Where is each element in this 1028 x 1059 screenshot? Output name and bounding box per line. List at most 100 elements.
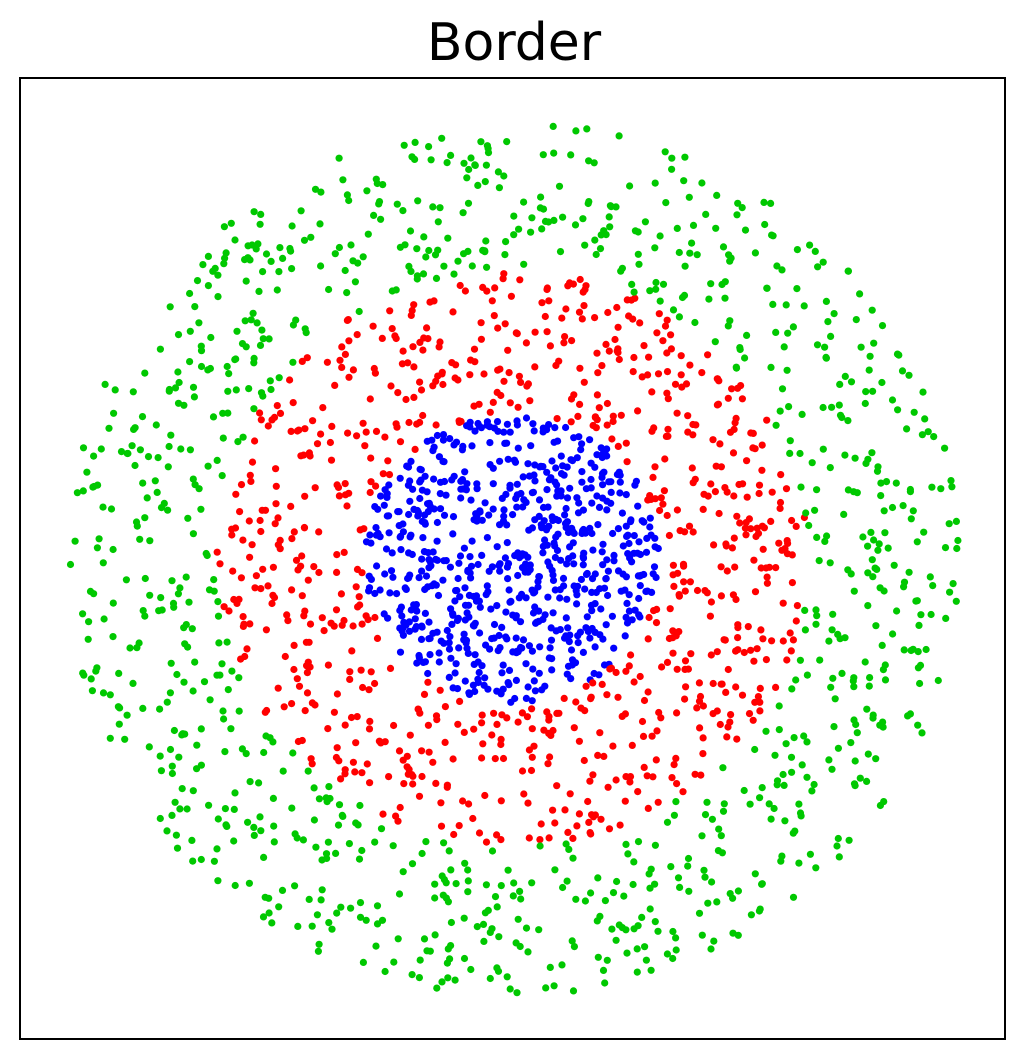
scatter-point xyxy=(570,560,578,568)
scatter-point xyxy=(481,247,489,255)
scatter-point xyxy=(289,358,297,366)
scatter-point xyxy=(355,307,363,316)
scatter-point xyxy=(801,626,810,634)
scatter-point xyxy=(343,502,351,510)
scatter-point xyxy=(651,179,659,187)
scatter-point xyxy=(893,607,901,615)
scatter-point xyxy=(330,708,338,716)
scatter-point xyxy=(844,267,852,275)
scatter-point xyxy=(953,544,961,553)
scatter-point xyxy=(250,405,258,413)
scatter-point xyxy=(259,335,267,343)
scatter-point xyxy=(259,268,267,276)
scatter-point xyxy=(888,396,897,404)
scatter-point xyxy=(512,494,520,503)
scatter-point xyxy=(604,783,612,791)
scatter-point xyxy=(916,679,924,688)
scatter-point xyxy=(621,710,630,718)
scatter-point xyxy=(669,561,678,569)
scatter-point xyxy=(672,946,680,954)
scatter-point xyxy=(420,935,429,943)
scatter-point xyxy=(386,307,394,315)
scatter-point xyxy=(622,491,630,499)
scatter-point xyxy=(500,428,508,436)
scatter-point xyxy=(776,498,785,507)
scatter-point xyxy=(775,539,783,547)
scatter-point xyxy=(827,683,835,691)
scatter-point xyxy=(467,356,475,364)
scatter-point xyxy=(195,319,203,327)
scatter-point xyxy=(563,595,571,603)
scatter-point xyxy=(220,715,228,723)
scatter-point xyxy=(834,630,842,639)
scatter-point xyxy=(566,790,574,798)
scatter-point xyxy=(518,644,526,652)
scatter-point xyxy=(699,505,707,513)
scatter-point xyxy=(781,545,789,553)
scatter-point xyxy=(311,484,319,492)
scatter-point xyxy=(615,132,623,140)
scatter-point xyxy=(197,725,205,733)
scatter-point xyxy=(398,612,406,620)
scatter-point xyxy=(942,614,950,623)
scatter-point xyxy=(745,710,754,718)
scatter-point xyxy=(500,377,508,385)
scatter-point xyxy=(164,506,172,514)
scatter-point xyxy=(236,508,244,516)
scatter-point xyxy=(572,698,580,706)
scatter-point xyxy=(261,708,269,716)
scatter-point xyxy=(524,799,532,807)
scatter-point xyxy=(586,436,594,444)
scatter-point xyxy=(410,301,418,309)
scatter-point xyxy=(410,393,418,401)
scatter-point xyxy=(93,664,101,672)
scatter-point xyxy=(275,903,283,911)
scatter-point xyxy=(720,800,728,808)
scatter-point xyxy=(543,468,551,476)
scatter-point xyxy=(385,529,393,537)
scatter-point xyxy=(446,633,454,641)
scatter-point xyxy=(561,511,569,519)
scatter-point xyxy=(455,822,463,830)
scatter-point xyxy=(415,654,423,662)
scatter-point xyxy=(622,840,630,849)
scatter-point xyxy=(699,750,707,758)
scatter-point xyxy=(613,303,621,312)
scatter-point xyxy=(471,427,479,435)
scatter-point xyxy=(693,251,701,259)
scatter-point xyxy=(757,626,765,634)
scatter-point xyxy=(423,324,431,332)
scatter-point xyxy=(628,616,636,624)
scatter-point xyxy=(356,913,365,921)
scatter-point xyxy=(115,669,123,678)
scatter-point xyxy=(921,415,929,423)
scatter-point xyxy=(355,855,364,863)
scatter-point xyxy=(313,440,322,448)
scatter-point xyxy=(432,779,440,788)
scatter-point xyxy=(868,556,876,564)
scatter-point xyxy=(268,416,276,424)
scatter-point xyxy=(662,199,670,207)
scatter-point xyxy=(572,587,580,595)
scatter-point xyxy=(633,968,641,976)
scatter-point xyxy=(177,445,185,453)
scatter-point xyxy=(126,644,134,652)
scatter-point xyxy=(841,451,849,459)
scatter-point xyxy=(381,570,389,578)
scatter-point xyxy=(500,506,508,514)
scatter-point xyxy=(513,421,522,429)
scatter-point xyxy=(220,223,228,231)
scatter-point xyxy=(836,380,844,388)
scatter-point xyxy=(477,335,485,343)
scatter-point xyxy=(358,569,366,577)
scatter-point xyxy=(456,593,464,601)
scatter-point xyxy=(156,752,164,760)
scatter-point xyxy=(364,230,372,238)
scatter-point xyxy=(375,198,384,206)
scatter-point xyxy=(524,948,532,956)
scatter-point xyxy=(567,151,575,159)
scatter-point xyxy=(353,432,361,440)
scatter-point xyxy=(871,564,879,572)
scatter-point xyxy=(772,328,780,336)
scatter-point xyxy=(186,327,194,335)
